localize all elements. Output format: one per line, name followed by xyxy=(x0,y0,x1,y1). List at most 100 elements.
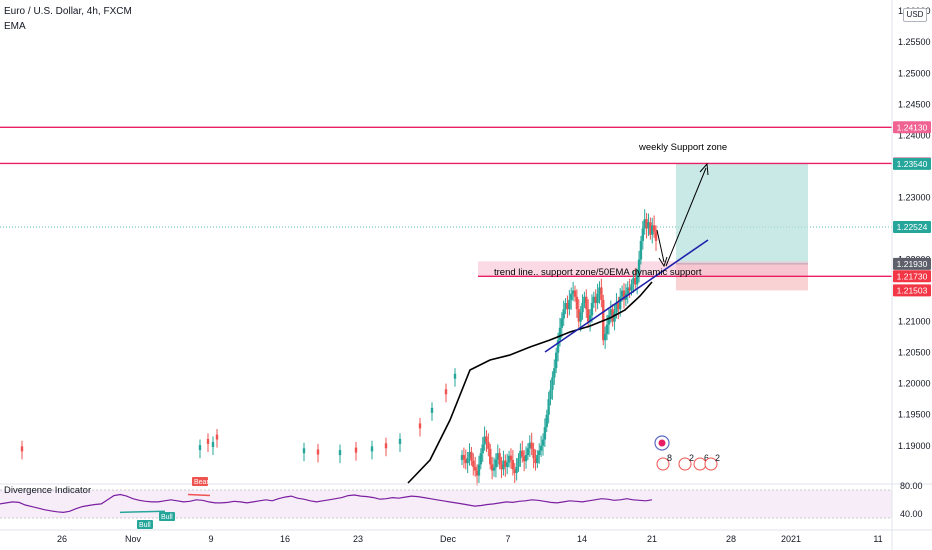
annotation-weekly-support[interactable]: weekly Support zone xyxy=(638,142,727,153)
candle-body xyxy=(354,447,358,453)
event-count: 2 xyxy=(689,453,694,463)
y-tick-label: 1.20000 xyxy=(898,379,931,389)
osc-signal-label: Bull xyxy=(161,514,173,521)
price-tag xyxy=(893,284,931,297)
candle-body xyxy=(575,296,579,310)
arrow-up-head xyxy=(699,162,709,176)
candle-body xyxy=(466,458,469,464)
candle-body xyxy=(316,449,320,455)
candle-body xyxy=(504,460,507,467)
candle-body xyxy=(302,448,306,454)
candle-body xyxy=(370,446,374,452)
candle-body xyxy=(338,450,342,456)
candle-body xyxy=(643,219,646,229)
y-tick-label: 1.24500 xyxy=(898,99,931,109)
candle-body xyxy=(485,436,488,443)
candle-body xyxy=(444,389,448,395)
price-tag xyxy=(893,157,931,170)
candle-body xyxy=(639,240,643,260)
candle-body xyxy=(475,470,479,476)
x-tick-label: 9 xyxy=(208,534,213,544)
candle-body xyxy=(556,340,560,353)
candle-body xyxy=(553,368,556,378)
candle-body xyxy=(528,442,532,449)
candle-body xyxy=(635,275,639,285)
candle-body xyxy=(483,436,486,445)
x-tick-label: Nov xyxy=(125,534,142,544)
candle-body xyxy=(619,296,622,310)
candle-body xyxy=(500,464,503,470)
candle-body xyxy=(507,455,511,463)
candle-body xyxy=(532,448,535,459)
candle-body xyxy=(641,228,645,241)
candle-body xyxy=(568,299,571,310)
candle-body xyxy=(600,287,603,300)
trend-line[interactable] xyxy=(544,239,709,353)
candle-body xyxy=(652,225,656,232)
candle-body xyxy=(549,389,552,400)
bull-divergence-line xyxy=(119,510,166,514)
candle-body xyxy=(211,442,215,448)
price-tag-label: 1.22524 xyxy=(897,222,928,232)
indicator-label-ema: EMA xyxy=(4,21,26,32)
price-tag-label: 1.23540 xyxy=(897,159,928,169)
candle-body xyxy=(526,448,530,456)
candle-body xyxy=(511,460,515,470)
candles xyxy=(20,209,658,486)
osc-signal-badge xyxy=(159,512,175,521)
candle-body xyxy=(615,302,618,313)
horizontal-levels[interactable] xyxy=(0,126,892,277)
x-tick-label: 23 xyxy=(353,534,363,544)
candle-body xyxy=(509,455,513,461)
candle-body xyxy=(418,423,422,429)
osc-axis-label: 40.00 xyxy=(900,509,923,519)
annotation-arrows[interactable] xyxy=(656,162,709,268)
oscillator-title: Divergence Indicator xyxy=(4,485,92,496)
candle-body xyxy=(470,451,473,461)
candle-body xyxy=(539,445,543,451)
flag-icon xyxy=(656,457,670,471)
price-tag xyxy=(893,121,931,134)
event-count: 6 xyxy=(704,453,709,463)
y-tick-label: 1.19000 xyxy=(898,441,931,451)
x-tick-label: 11 xyxy=(873,534,882,544)
candle-body xyxy=(20,446,24,452)
candle-body xyxy=(521,450,524,457)
candle-body xyxy=(622,290,626,300)
candle-body xyxy=(558,327,562,341)
candle-body xyxy=(384,443,388,449)
candle-body xyxy=(198,445,202,451)
symbol-title: Euro / U.S. Dollar, 4h, FXCM xyxy=(4,6,132,17)
candle-body xyxy=(538,450,541,456)
price-tag-label: 1.21730 xyxy=(897,271,928,281)
oscillator-band xyxy=(0,490,892,518)
candle-body xyxy=(477,464,481,476)
oscillator-pane: Bull Bull Bear 80.00 40.00 xyxy=(0,477,932,529)
time-axis[interactable]: 26 Nov 9 16 23 Dec 7 14 21 28 2021 11 xyxy=(0,529,932,544)
event-count: 2 xyxy=(715,453,720,463)
currency-badge[interactable]: USD xyxy=(903,8,927,22)
annotation-trend-line[interactable]: trend line.. support zone/50EMA dynamic … xyxy=(494,267,702,278)
candle-body xyxy=(462,455,466,460)
y-tick-label: 1.25000 xyxy=(898,68,931,78)
candle-body xyxy=(613,312,616,322)
candle-body xyxy=(473,466,477,471)
candle-body xyxy=(562,309,565,319)
candle-body xyxy=(502,460,505,470)
candle-body xyxy=(632,278,635,285)
x-tick-label: 26 xyxy=(57,534,67,544)
candle-body xyxy=(536,455,539,464)
candle-body xyxy=(570,293,573,300)
support-box xyxy=(478,261,808,277)
candle-body xyxy=(460,455,464,461)
candle-body xyxy=(596,293,599,303)
candle-body xyxy=(611,309,614,322)
candle-body xyxy=(522,456,526,462)
x-tick-label: 7 xyxy=(505,534,510,544)
candle-body xyxy=(519,450,522,459)
candle-body xyxy=(577,309,580,322)
candle-body xyxy=(468,451,471,459)
candle-body xyxy=(472,460,475,467)
